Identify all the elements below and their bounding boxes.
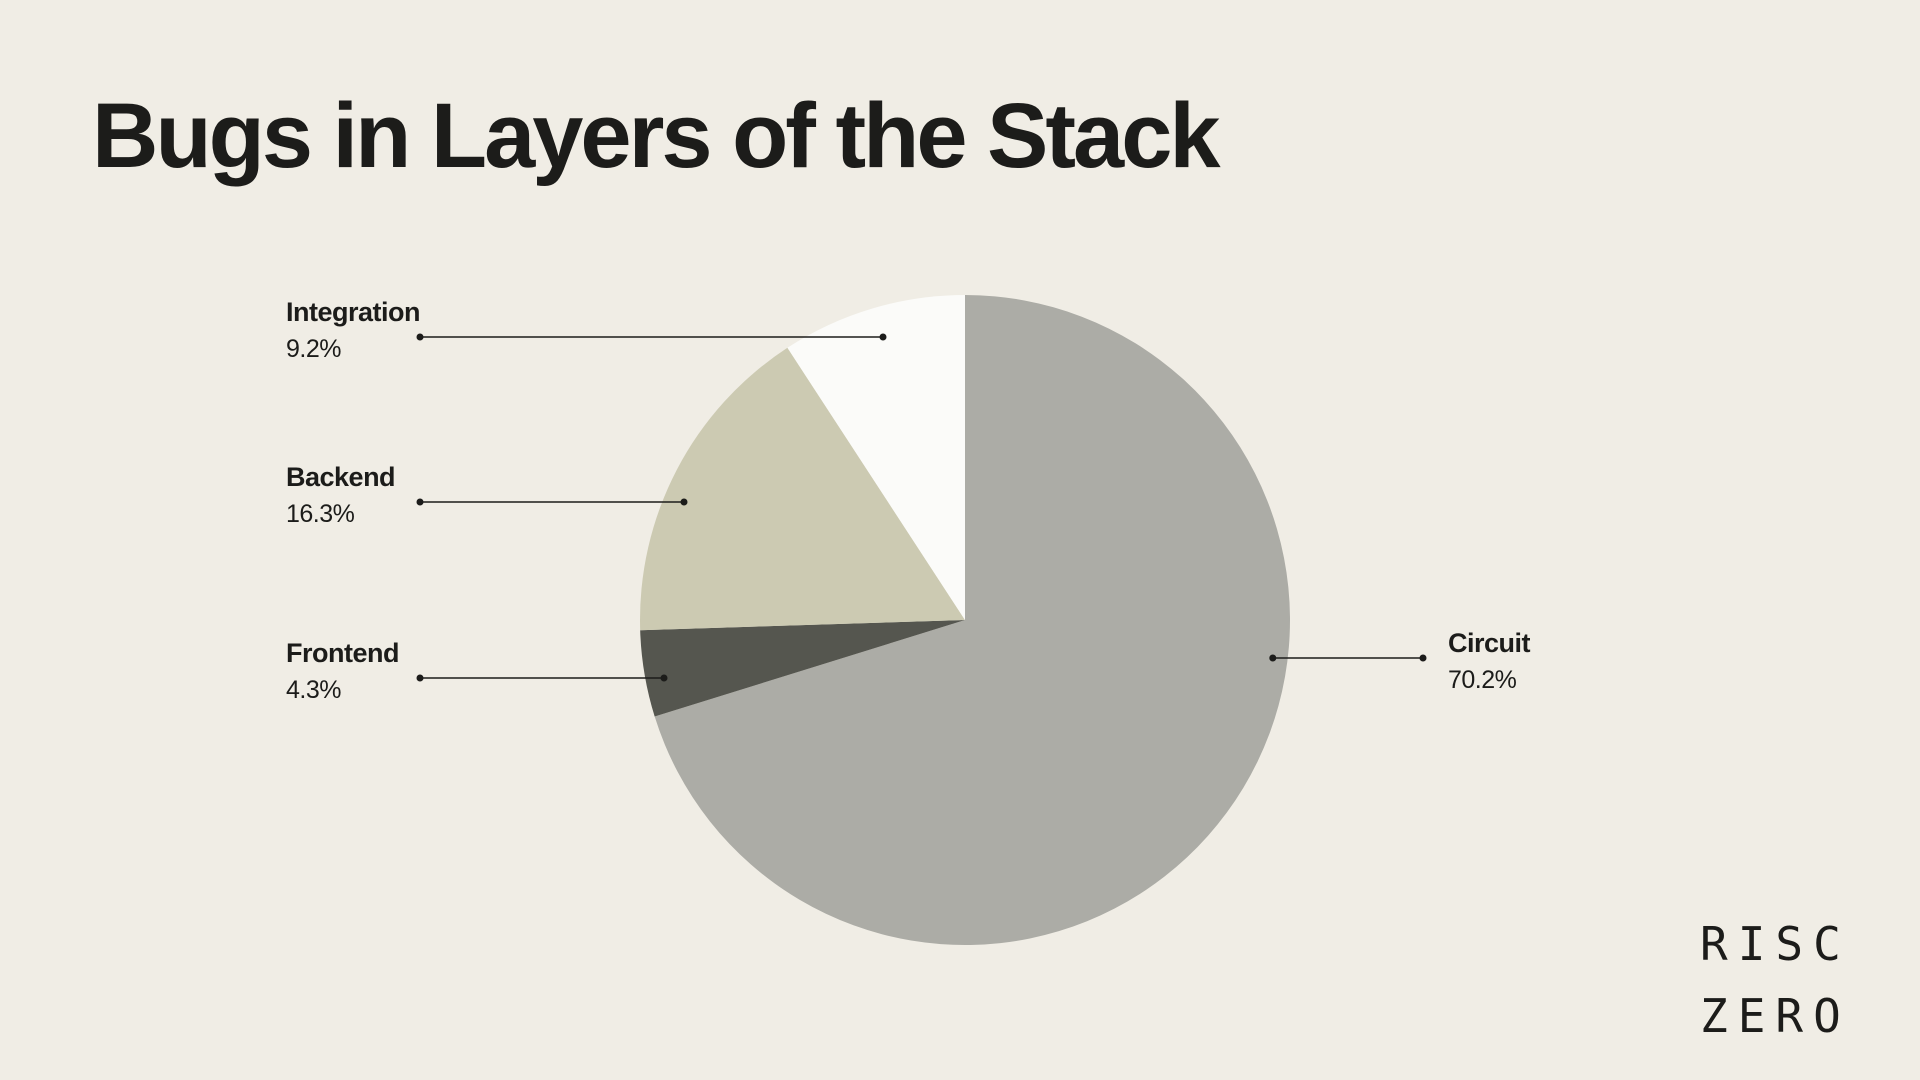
slice-value-integration: 9.2% [286,335,341,363]
risc-zero-logo: RISC ZERO [1700,908,1851,1052]
slice-label-backend: Backend [286,462,395,492]
pie-slice-backend [639,347,965,631]
leader-dot-circuit-0 [1269,654,1277,662]
logo-line-2: ZERO [1700,989,1851,1043]
leader-dot-integration-1 [879,333,887,341]
leader-dot-frontend-0 [416,674,424,682]
slice-value-backend: 16.3% [286,500,355,528]
leader-dot-circuit-1 [1419,654,1427,662]
logo-line-1: RISC [1700,917,1851,971]
leader-dot-backend-0 [416,498,424,506]
pie-slice-integration [787,295,965,620]
slice-label-circuit: Circuit [1448,628,1531,658]
slice-value-circuit: 70.2% [1448,666,1517,694]
leader-dot-frontend-1 [660,674,668,682]
pie-slice-circuit [654,295,1290,945]
slice-label-integration: Integration [286,297,420,327]
slice-value-frontend: 4.3% [286,676,341,704]
leader-dot-backend-1 [680,498,688,506]
slice-label-frontend: Frontend [286,638,399,668]
leader-dot-integration-0 [416,333,424,341]
pie-slice-frontend [640,620,965,717]
page-title: Bugs in Layers of the Stack [92,85,1221,187]
